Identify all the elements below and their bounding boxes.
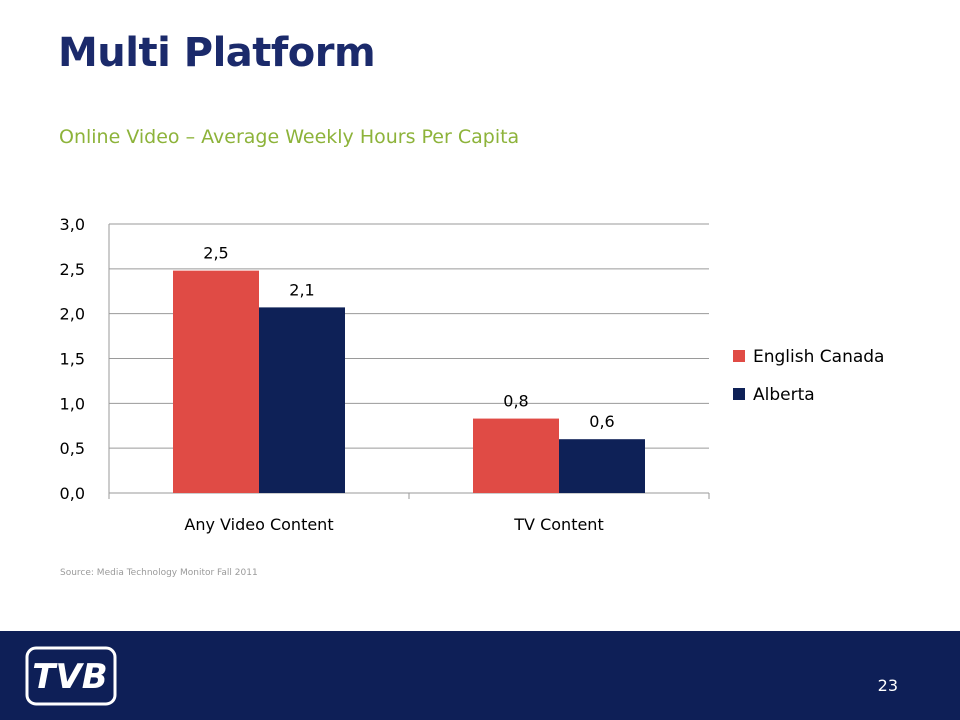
legend-label: English Canada — [753, 347, 884, 367]
y-tick-label: 0,0 — [60, 484, 85, 503]
tvb-logo: TVB — [25, 646, 117, 706]
x-tick-label: TV Content — [513, 515, 603, 534]
y-tick-label: 1,0 — [60, 394, 85, 413]
footer-band — [0, 631, 960, 720]
data-label: 2,5 — [203, 244, 228, 263]
x-tick-label: Any Video Content — [184, 515, 333, 534]
bar-alberta — [559, 439, 645, 493]
legend-swatch — [733, 350, 745, 362]
data-label: 0,8 — [503, 392, 528, 411]
source-note: Source: Media Technology Monitor Fall 20… — [60, 568, 258, 578]
y-tick-label: 3,0 — [60, 215, 85, 234]
bar-english-canada — [173, 270, 259, 493]
data-label: 2,1 — [289, 280, 314, 299]
bar-english-canada — [473, 418, 559, 493]
slide-title: Multi Platform — [58, 30, 376, 76]
page-number: 23 — [877, 676, 898, 695]
y-tick-label: 2,5 — [60, 260, 85, 279]
data-label: 0,6 — [589, 412, 614, 431]
y-tick-label: 2,0 — [60, 305, 85, 324]
chart-subtitle: Online Video – Average Weekly Hours Per … — [59, 126, 520, 148]
legend-label: Alberta — [753, 385, 815, 405]
bar-alberta — [259, 307, 345, 493]
logo-text: TVB — [32, 657, 107, 697]
y-tick-label: 1,5 — [60, 350, 85, 369]
legend-swatch — [733, 388, 745, 400]
bar-chart: 0,0 0,5 1,0 1,5 2,0 2,5 3,0 2,5 2,1 Any Video Con… — [60, 215, 885, 534]
y-tick-label: 0,5 — [60, 439, 85, 458]
